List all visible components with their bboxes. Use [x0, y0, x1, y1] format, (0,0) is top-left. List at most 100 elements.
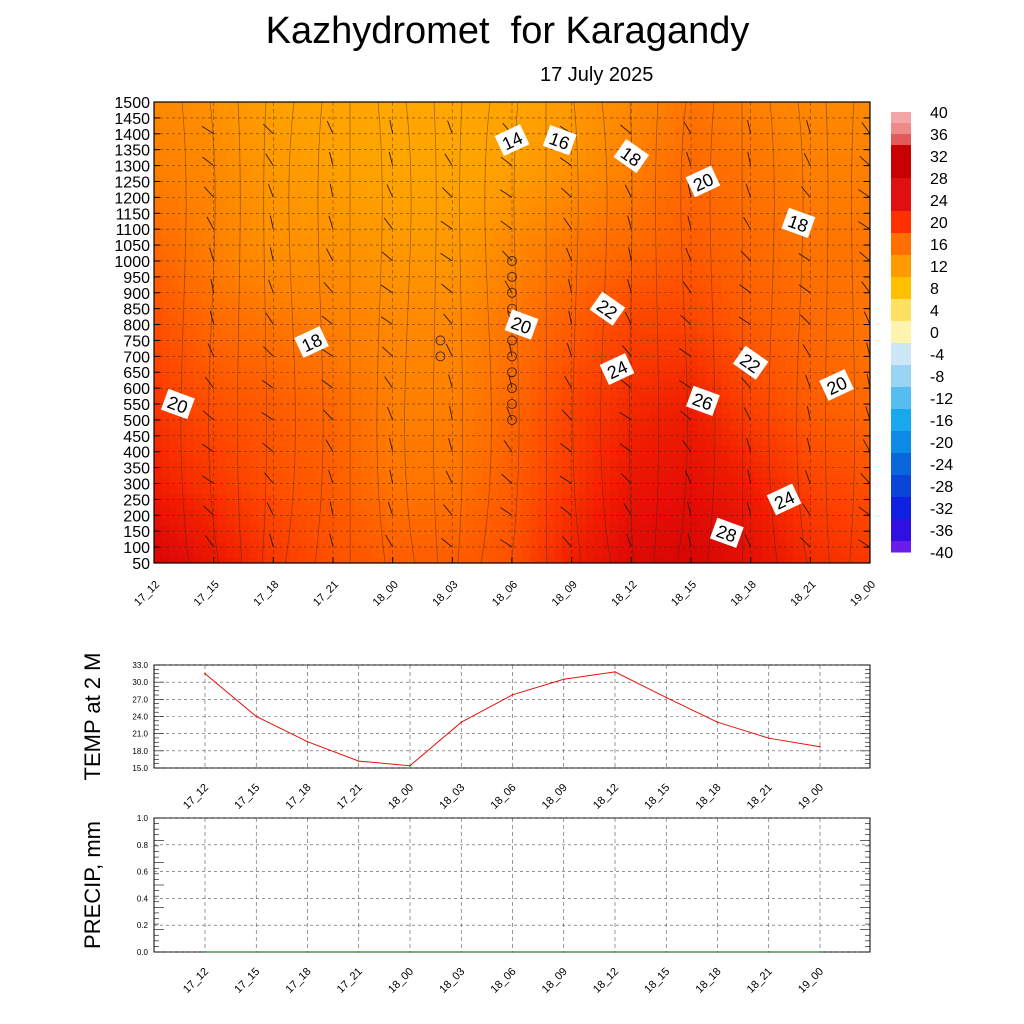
heatmap-cell: [578, 534, 587, 543]
heatmap-cell: [474, 302, 483, 311]
heatmap-cell: [522, 430, 531, 439]
heatmap-cell: [730, 230, 739, 239]
heatmap-cell: [418, 358, 427, 367]
heatmap-cell: [554, 246, 563, 255]
heatmap-cell: [370, 342, 379, 351]
heatmap-cell: [362, 414, 371, 423]
heatmap-cell: [538, 182, 547, 191]
heatmap-cell: [522, 390, 531, 399]
heatmap-cell: [218, 542, 227, 551]
heatmap-cell: [202, 206, 211, 215]
heatmap-cell: [626, 382, 635, 391]
heatmap-cell: [730, 206, 739, 215]
heatmap-cell: [554, 350, 563, 359]
heatmap-cell: [434, 246, 443, 255]
heatmap-cell: [546, 374, 555, 383]
heatmap-cell: [162, 270, 171, 279]
heatmap-cell: [634, 182, 643, 191]
heatmap-cell: [170, 262, 179, 271]
heatmap-cell: [282, 542, 291, 551]
heatmap-cell: [442, 366, 451, 375]
heatmap-cell: [362, 286, 371, 295]
heatmap-cell: [234, 446, 243, 455]
heatmap-cell: [250, 158, 259, 167]
heatmap-cell: [658, 342, 667, 351]
heatmap-cell: [474, 142, 483, 151]
heatmap-cell: [218, 366, 227, 375]
heatmap-cell: [226, 278, 235, 287]
heatmap-cell: [810, 310, 819, 319]
heatmap-cell: [402, 438, 411, 447]
heatmap-cell: [626, 414, 635, 423]
heatmap-cell: [810, 454, 819, 463]
heatmap-cell: [690, 438, 699, 447]
heatmap-cell: [354, 270, 363, 279]
heatmap-cell: [458, 510, 467, 519]
heatmap-cell: [426, 110, 435, 119]
heatmap-cell: [690, 470, 699, 479]
heatmap-cell: [610, 334, 619, 343]
heatmap-cell: [378, 550, 387, 559]
heatmap-cell: [202, 238, 211, 247]
heatmap-cell: [570, 470, 579, 479]
heatmap-cell: [370, 454, 379, 463]
heatmap-cell: [298, 534, 307, 543]
heatmap-cell: [554, 438, 563, 447]
heatmap-cell: [602, 342, 611, 351]
heatmap-cell: [266, 238, 275, 247]
heatmap-cell: [170, 238, 179, 247]
heatmap-cell: [474, 310, 483, 319]
heatmap-cell: [402, 398, 411, 407]
heatmap-cell: [834, 182, 843, 191]
heatmap-cell: [186, 374, 195, 383]
heatmap-cell: [226, 254, 235, 263]
heatmap-cell: [290, 206, 299, 215]
heatmap-cell: [162, 350, 171, 359]
heatmap-cell: [538, 174, 547, 183]
heatmap-cell: [394, 534, 403, 543]
heatmap-cell: [234, 150, 243, 159]
heatmap-cell: [570, 366, 579, 375]
heatmap-cell: [170, 334, 179, 343]
heatmap-cell: [538, 134, 547, 143]
heatmap-cell: [170, 110, 179, 119]
heatmap-cell: [514, 542, 523, 551]
heatmap-cell: [570, 278, 579, 287]
heatmap-cell: [770, 270, 779, 279]
heatmap-cell: [498, 326, 507, 335]
heatmap-cell: [266, 478, 275, 487]
heatmap-cell: [818, 526, 827, 535]
heatmap-cell: [322, 142, 331, 151]
heatmap-cell: [514, 382, 523, 391]
heatmap-cell: [298, 214, 307, 223]
heatmap-cell: [530, 558, 539, 563]
heatmap-cell: [338, 526, 347, 535]
heatmap-cell: [482, 246, 491, 255]
heatmap-cell: [418, 166, 427, 175]
heatmap-cell: [242, 182, 251, 191]
heatmap-cell: [826, 206, 835, 215]
heatmap-cell: [426, 278, 435, 287]
heatmap-cell: [762, 342, 771, 351]
heatmap-cell: [298, 302, 307, 311]
heatmap-cell: [578, 126, 587, 135]
heatmap-cell: [362, 502, 371, 511]
heatmap-cell: [394, 446, 403, 455]
heatmap-cell: [674, 174, 683, 183]
heatmap-cell: [594, 422, 603, 431]
heatmap-cell: [722, 382, 731, 391]
heatmap-cell: [322, 198, 331, 207]
heatmap-cell: [266, 390, 275, 399]
heatmap-cell: [546, 390, 555, 399]
heatmap-cell: [610, 278, 619, 287]
heatmap-cell: [666, 326, 675, 335]
heatmap-cell: [522, 358, 531, 367]
heatmap-cell: [258, 446, 267, 455]
heatmap-cell: [674, 406, 683, 415]
heatmap-cell: [730, 110, 739, 119]
heatmap-cell: [826, 150, 835, 159]
heatmap-cell: [314, 478, 323, 487]
heatmap-cell: [802, 342, 811, 351]
heatmap-cell: [474, 478, 483, 487]
heatmap-cell: [386, 422, 395, 431]
